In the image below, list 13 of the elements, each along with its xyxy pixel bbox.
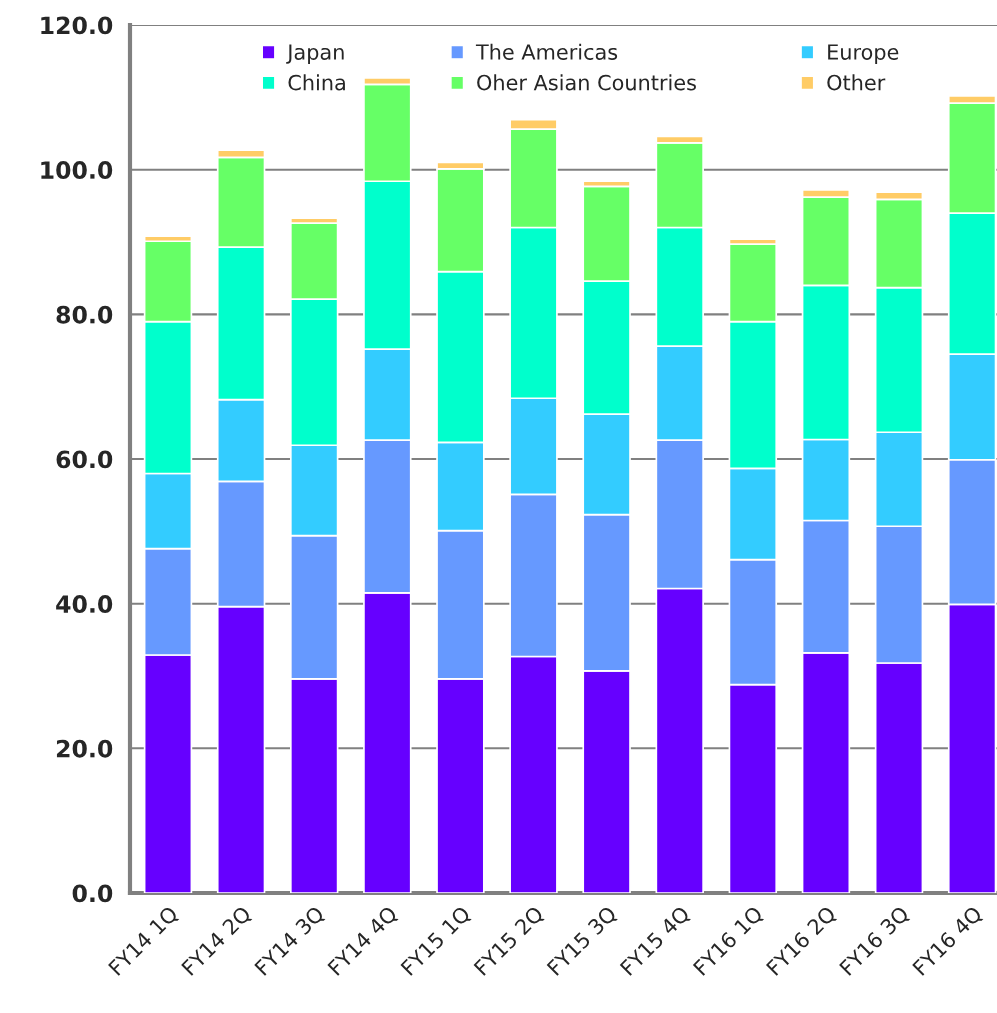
y-tick-label: 100.0 [41, 161, 113, 179]
y-tick-label: 60.0 [56, 450, 113, 469]
legend-label: Europe [828, 44, 899, 64]
y-tick-label: 120.0 [41, 16, 113, 35]
legend-label: The Americas [475, 43, 618, 60]
y-tick-label: 80.0 [56, 305, 113, 324]
legend-label: Oher Asian Countries [477, 74, 696, 91]
legend-label: Other [827, 74, 886, 91]
y-tick-label: 0.0 [72, 884, 113, 903]
legend-label: China [288, 74, 345, 91]
y-tick-label: 40.0 [56, 595, 113, 613]
legend-label: Japan [286, 44, 344, 64]
y-tick-label: 20.0 [56, 739, 113, 758]
